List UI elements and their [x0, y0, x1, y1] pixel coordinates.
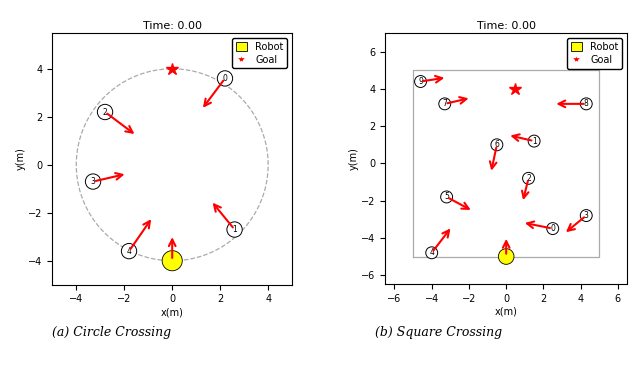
Circle shape [218, 71, 233, 86]
Text: 4: 4 [429, 248, 434, 257]
Legend: Robot, Goal: Robot, Goal [232, 38, 287, 68]
Circle shape [97, 104, 113, 120]
Circle shape [523, 172, 534, 184]
Circle shape [528, 135, 540, 147]
Circle shape [499, 249, 514, 264]
Y-axis label: y(m): y(m) [15, 147, 26, 170]
Circle shape [162, 251, 182, 271]
Circle shape [439, 98, 451, 110]
X-axis label: x(m): x(m) [495, 307, 518, 317]
Text: (b) Square Crossing: (b) Square Crossing [375, 326, 502, 339]
Text: (a) Circle Crossing: (a) Circle Crossing [52, 326, 172, 339]
Text: 2: 2 [102, 108, 108, 116]
Text: 8: 8 [584, 99, 589, 108]
Circle shape [227, 222, 243, 237]
Circle shape [580, 210, 592, 222]
Text: 1: 1 [532, 137, 536, 146]
Circle shape [122, 243, 137, 259]
Text: 1: 1 [232, 225, 237, 234]
Circle shape [415, 76, 426, 88]
Text: 4: 4 [127, 247, 131, 255]
Circle shape [491, 139, 503, 151]
Text: 5: 5 [444, 192, 449, 201]
Text: 9: 9 [418, 77, 423, 86]
Circle shape [426, 247, 438, 259]
Text: 3: 3 [91, 177, 95, 186]
Circle shape [547, 223, 559, 235]
Circle shape [85, 174, 100, 189]
Title: Time: 0.00: Time: 0.00 [477, 21, 536, 31]
Text: 2: 2 [526, 174, 531, 183]
Title: Time: 0.00: Time: 0.00 [143, 21, 202, 31]
Text: 7: 7 [442, 99, 447, 108]
X-axis label: x(m): x(m) [161, 307, 184, 317]
Legend: Robot, Goal: Robot, Goal [567, 38, 622, 69]
Circle shape [580, 98, 592, 110]
Text: 0: 0 [550, 224, 555, 233]
Text: 3: 3 [584, 211, 589, 220]
Text: 6: 6 [495, 140, 499, 149]
Text: 0: 0 [223, 74, 227, 83]
Circle shape [441, 191, 452, 203]
Y-axis label: y(m): y(m) [348, 147, 358, 170]
